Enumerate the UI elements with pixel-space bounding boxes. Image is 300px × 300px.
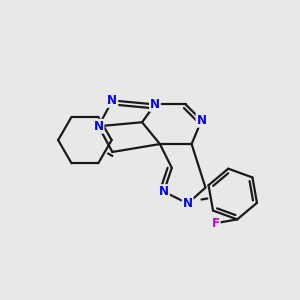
Text: N: N bbox=[196, 114, 206, 127]
Text: N: N bbox=[94, 120, 103, 133]
Text: N: N bbox=[107, 94, 117, 107]
Text: N: N bbox=[150, 98, 160, 111]
Text: N: N bbox=[159, 185, 169, 198]
Text: F: F bbox=[212, 217, 220, 230]
Text: N: N bbox=[183, 197, 193, 210]
